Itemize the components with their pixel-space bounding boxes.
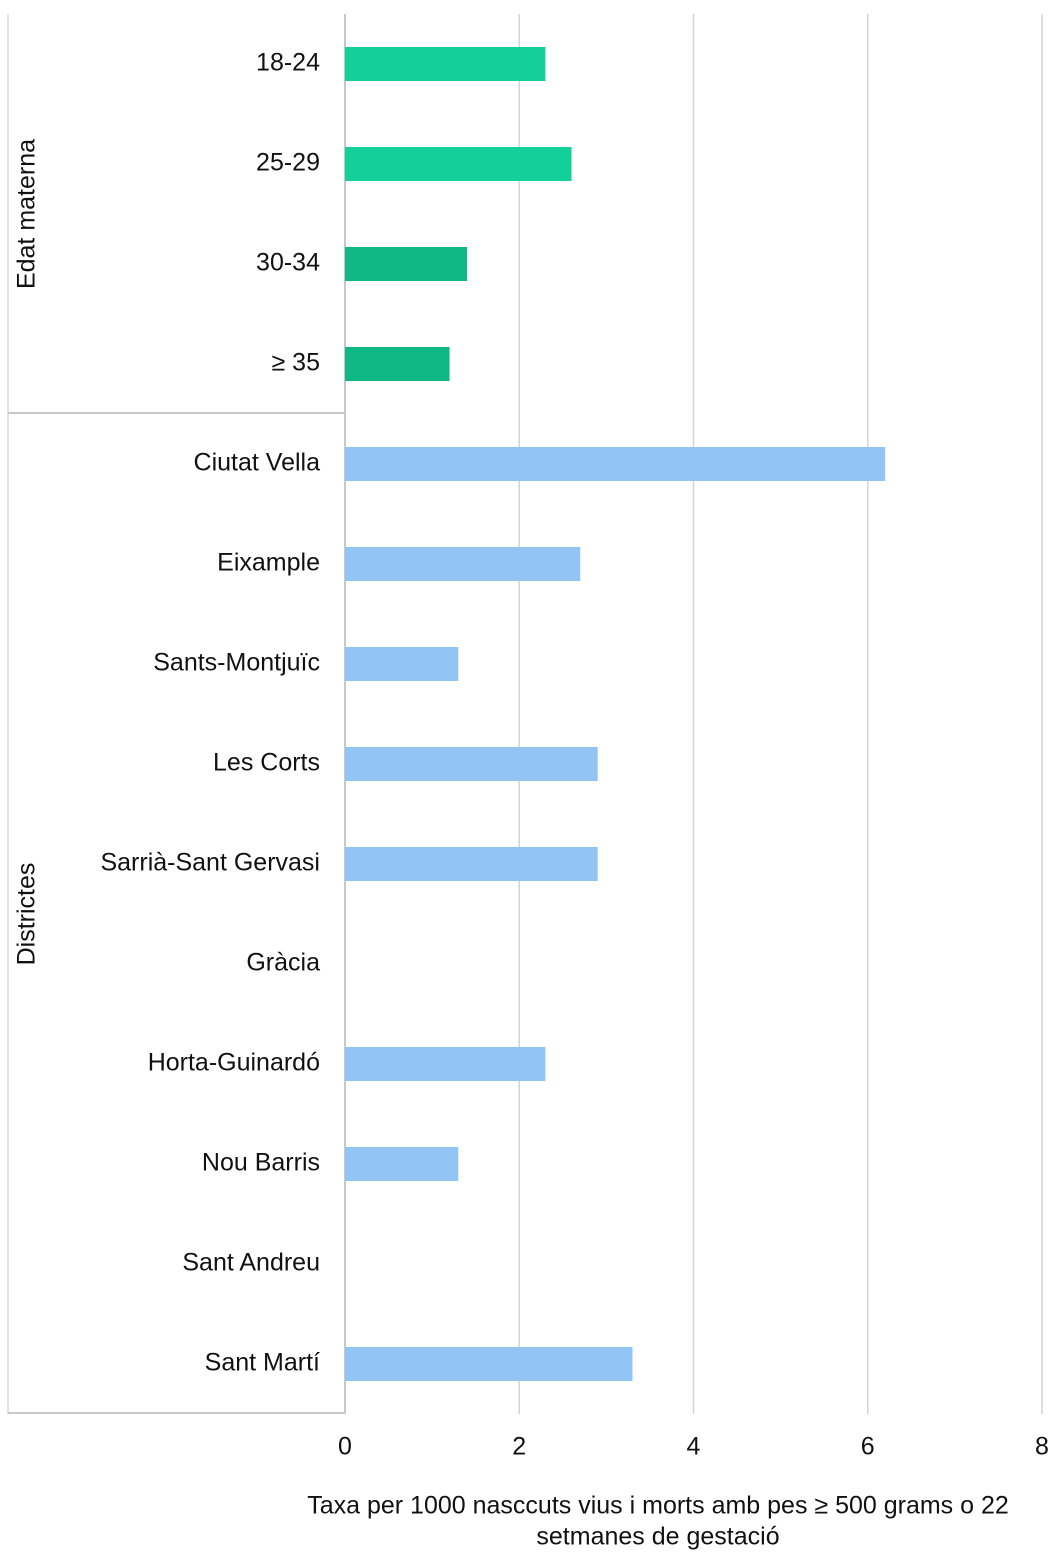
- bar: [345, 347, 450, 381]
- x-axis-label: setmanes de gestació: [536, 1523, 779, 1551]
- group-label: Edat materna: [13, 139, 41, 289]
- y-tick-label: Ciutat Vella: [194, 449, 321, 477]
- x-tick-label: 8: [1035, 1433, 1049, 1461]
- y-tick-label: 25-29: [256, 149, 320, 177]
- bar: [345, 747, 598, 781]
- group-label: Districtes: [13, 863, 41, 966]
- y-tick-label: Sant Andreu: [182, 1249, 320, 1277]
- bar: [345, 1147, 459, 1181]
- y-tick-label: Horta-Guinardó: [148, 1049, 320, 1077]
- x-tick-label: 0: [338, 1433, 352, 1461]
- y-tick-label: Les Corts: [213, 749, 320, 777]
- x-tick-label: 2: [512, 1433, 526, 1461]
- x-tick-label: 4: [687, 1433, 701, 1461]
- bar: [345, 1047, 546, 1081]
- y-tick-label: Eixample: [217, 549, 320, 577]
- bar: [345, 647, 459, 681]
- bar: [345, 247, 467, 281]
- y-tick-label: ≥ 35: [272, 349, 320, 377]
- y-tick-label: Sant Martí: [205, 1349, 320, 1377]
- bar: [345, 847, 598, 881]
- bar: [345, 147, 572, 181]
- bar: [345, 1347, 633, 1381]
- x-axis-label: Taxa per 1000 nasccuts vius i morts amb …: [307, 1492, 1009, 1520]
- bar: [345, 447, 886, 481]
- y-tick-label: Gràcia: [246, 949, 320, 977]
- bar: [345, 547, 581, 581]
- bar: [345, 47, 546, 81]
- y-tick-label: 30-34: [256, 249, 320, 277]
- y-tick-label: Sarrià-Sant Gervasi: [100, 849, 320, 877]
- y-tick-label: 18-24: [256, 49, 320, 77]
- x-tick-label: 6: [861, 1433, 875, 1461]
- y-tick-label: Nou Barris: [202, 1149, 320, 1177]
- y-tick-label: Sants-Montjuïc: [153, 649, 320, 677]
